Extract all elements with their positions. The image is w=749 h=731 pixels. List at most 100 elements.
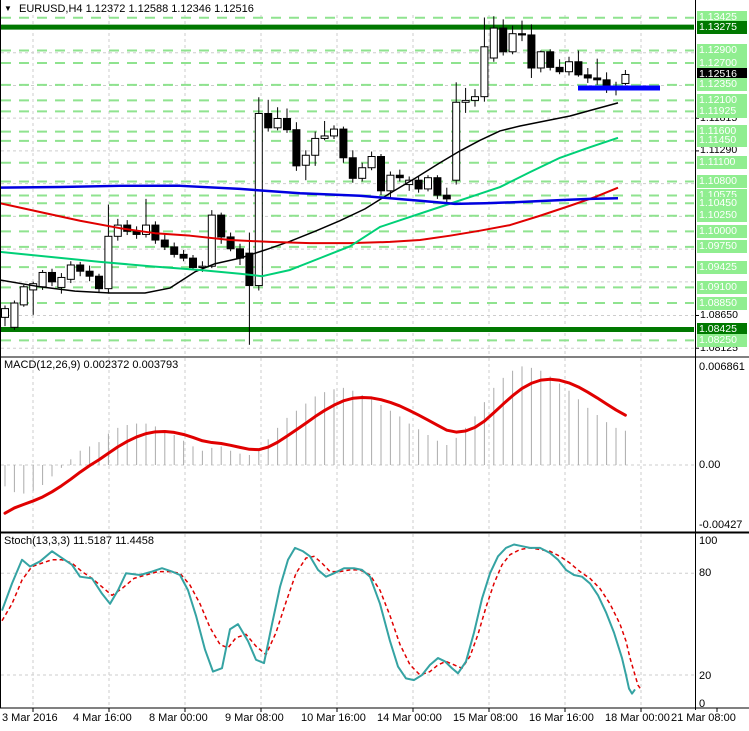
bull-candle (273, 117, 282, 129)
bear-candle (85, 270, 94, 277)
bull-candle (142, 224, 150, 235)
bear-candle (76, 264, 85, 272)
chart-header: ▼ EURUSD,H4 1.12372 1.12588 1.12346 1.12… (4, 3, 254, 15)
bull-candle (207, 214, 216, 267)
time-axis-label: 18 Mar 00:00 (605, 712, 670, 724)
bull-candle (452, 101, 461, 181)
bear-candle (583, 74, 592, 79)
bear-candle (555, 66, 564, 73)
level-price-label: 1.10000 (697, 224, 747, 238)
time-axis-label: 4 Mar 16:00 (73, 712, 132, 724)
bull-candle (254, 112, 263, 287)
time-axis-label: 3 Mar 2016 (2, 712, 58, 724)
level-price-label: 1.10250 (697, 209, 747, 223)
ma_blue-line (0, 184, 619, 206)
bull-candle (565, 61, 573, 73)
bear-candle (292, 129, 301, 167)
bear-candle (264, 112, 273, 129)
level-price-label: 1.12900 (697, 44, 747, 58)
stoch-axis-20: 20 (699, 670, 712, 682)
bull-candle (113, 224, 122, 237)
bull-candle (358, 167, 367, 179)
macd-indicator-label: MACD(12,26,9) 0.002372 0.003793 (4, 359, 179, 371)
bear-candle (433, 177, 442, 196)
level-price-label: 1.09100 (697, 280, 747, 294)
current-price-label: 1.12516 (697, 67, 747, 81)
bear-candle (179, 253, 188, 259)
level-price-label: 1.11450 (697, 134, 747, 148)
macd-axis-min: -0.00427 (699, 519, 743, 531)
bear-candle (160, 239, 169, 248)
time-axis-label: 8 Mar 00:00 (149, 712, 208, 724)
bull-candle (311, 137, 320, 156)
bear-candle (245, 252, 254, 287)
level-price-label: 1.10800 (697, 174, 747, 188)
level-price-label: 1.12700 (697, 56, 747, 70)
level-price-label: 1.08425 (697, 323, 747, 336)
stoch-d-line (1, 547, 642, 690)
bull-candle (536, 51, 545, 69)
ma_black-line (0, 102, 619, 294)
time-axis-label: 14 Mar 00:00 (377, 712, 442, 724)
bear-candle (95, 275, 103, 290)
time-axis-label: 21 Mar 08:00 (671, 712, 736, 724)
level-price-label: 1.12100 (697, 93, 747, 107)
bear-candle (189, 257, 197, 268)
price-tick-label: 1.08650 (700, 308, 738, 321)
bull-candle (19, 286, 28, 306)
bear-candle (170, 246, 179, 255)
level-price-label: 1.10450 (697, 196, 747, 210)
bull-candle (508, 33, 517, 53)
bull-candle (330, 128, 338, 137)
stoch-axis-0: 0 (699, 698, 706, 710)
level-price-label: 1.09750 (697, 240, 747, 254)
bull-candle (471, 96, 479, 101)
level-price-label: 1.09425 (697, 260, 747, 274)
bear-candle (442, 194, 451, 200)
time-axis-label: 10 Mar 16:00 (301, 712, 366, 724)
bull-candle (424, 177, 432, 190)
bear-candle (339, 128, 348, 159)
time-axis-label: 15 Mar 08:00 (453, 712, 518, 724)
level-price-label: 1.13275 (697, 20, 747, 34)
level-price-label: 1.08850 (697, 296, 747, 310)
bear-candle (217, 214, 226, 238)
ma_red-line (0, 186, 619, 245)
time-axis-label: 16 Mar 16:00 (529, 712, 594, 724)
bear-candle (395, 174, 404, 179)
macd-axis-zero: 0.00 (699, 459, 721, 471)
bull-candle (461, 99, 470, 103)
stoch-indicator-label: Stoch(13,3,3) 11.5187 11.4458 (4, 535, 155, 547)
level-price-label: 1.11100 (697, 156, 747, 170)
level-price-label: 1.08250 (697, 333, 747, 347)
bull-candle (57, 276, 66, 288)
time-axis-label: 9 Mar 08:00 (225, 712, 284, 724)
stoch-axis-80: 80 (699, 567, 712, 579)
bear-candle (377, 156, 385, 192)
bull-candle (10, 302, 19, 328)
chevron-down-icon[interactable]: ▼ (4, 4, 12, 13)
stoch-axis-100: 100 (699, 535, 718, 547)
bull-candle (66, 264, 75, 280)
bear-candle (348, 157, 357, 179)
bear-candle (48, 271, 56, 283)
ma_green-line (0, 136, 619, 278)
bull-candle (38, 271, 47, 288)
bear-candle (283, 117, 291, 131)
level-price-label: 1.12350 (697, 78, 747, 92)
macd-axis-max: 0.006861 (699, 361, 745, 373)
bull-candle (621, 73, 630, 84)
ohlc-values-label: 1.12372 1.12588 1.12346 1.12516 (85, 3, 254, 15)
bull-candle (480, 46, 489, 98)
bear-candle (527, 34, 536, 69)
level-price-label: 1.11925 (697, 104, 747, 118)
bull-candle (1, 308, 9, 318)
bear-candle (414, 179, 423, 190)
symbol-period-label: EURUSD,H4 (18, 3, 83, 15)
bull-candle (367, 156, 376, 169)
macd-signal-line (3, 377, 627, 515)
bull-candle (489, 27, 498, 59)
bear-candle (226, 236, 235, 250)
